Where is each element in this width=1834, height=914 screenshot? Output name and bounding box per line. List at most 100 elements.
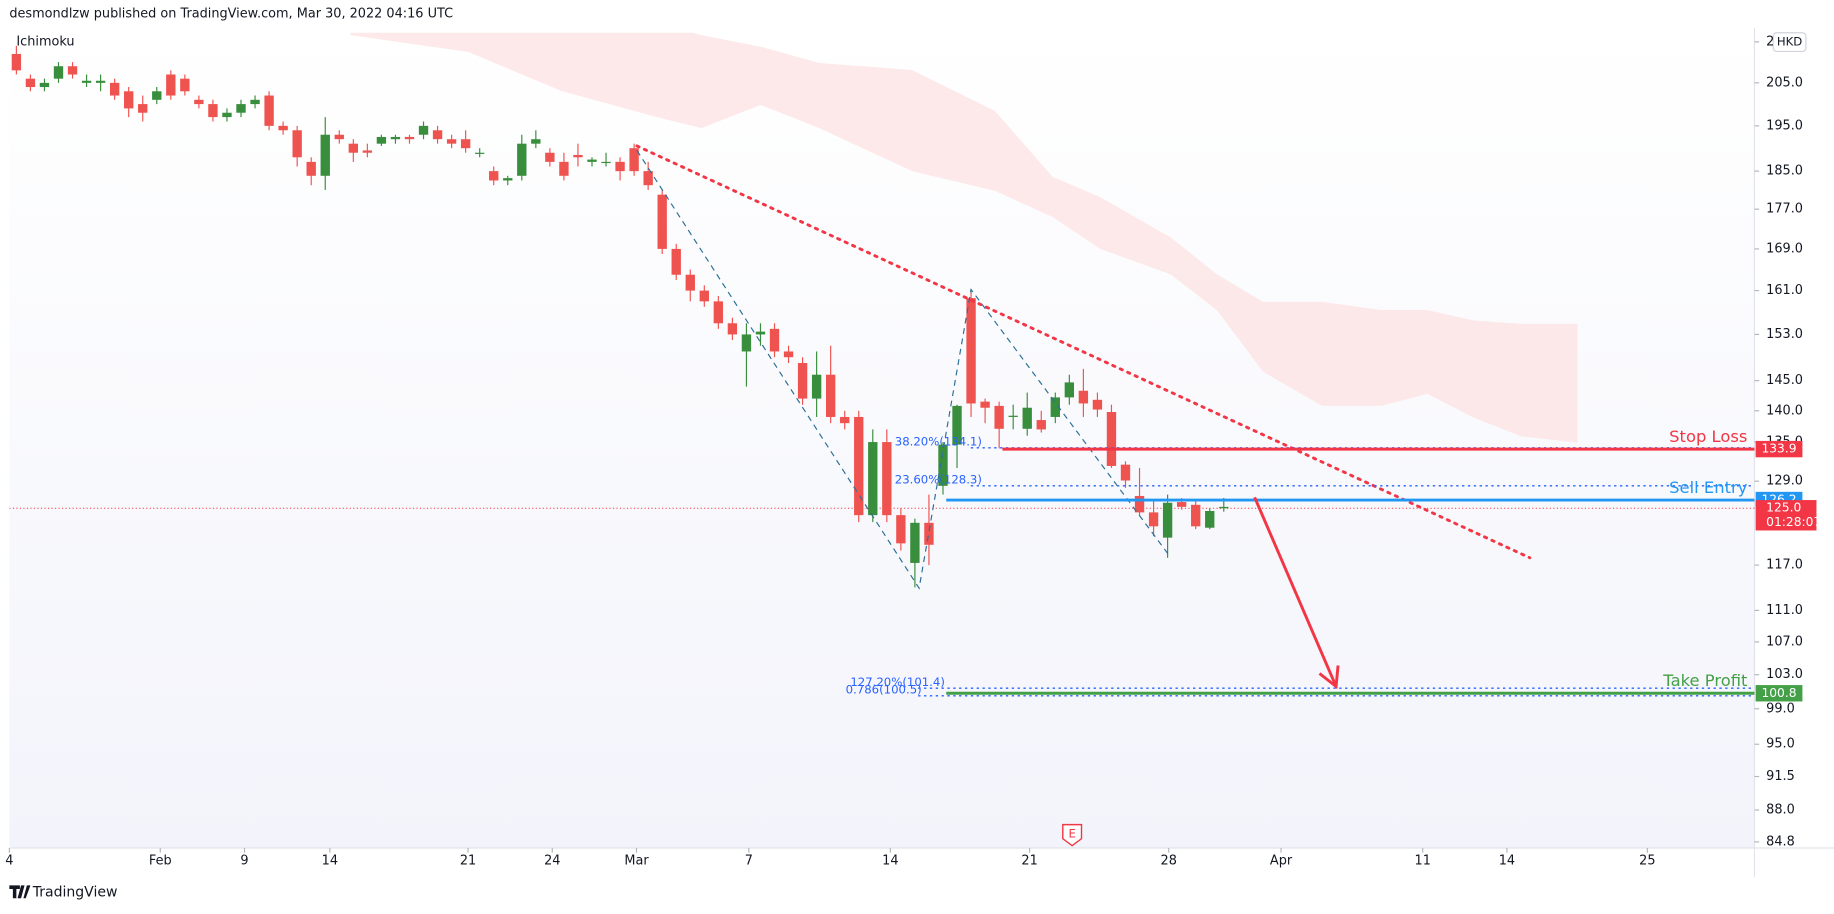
tv-logo	[9, 885, 31, 899]
candle-body	[657, 194, 667, 249]
candle-body	[1092, 399, 1103, 410]
arrow	[1253, 496, 1338, 688]
candle-body	[854, 416, 864, 516]
indicator-label: Ichimoku	[16, 35, 74, 50]
footer-brand: TradingView	[32, 884, 118, 900]
y-tick-label: 161.0	[1766, 283, 1803, 298]
price-tag-label: 100.8	[1761, 686, 1796, 700]
fib-label: 23.60%(128.3)	[895, 472, 982, 486]
x-tick-label: 25	[1639, 853, 1655, 868]
candle-body	[1106, 412, 1117, 466]
candle-body	[432, 130, 443, 140]
currency[interactable]: HKD	[1777, 35, 1802, 49]
candle-body	[446, 139, 457, 144]
candle-body	[320, 134, 330, 176]
x-tick-label: 7	[745, 853, 753, 868]
fib-label: 127.20%(101.4)	[850, 675, 945, 689]
trendline	[635, 144, 1532, 560]
candle-body	[1191, 504, 1201, 527]
candle-body	[840, 416, 850, 424]
y-tick-label: 145.0	[1766, 373, 1803, 388]
candle-body	[376, 136, 387, 144]
candle-body	[460, 139, 471, 149]
candle-body	[966, 298, 976, 404]
candle-body	[418, 125, 429, 135]
price-tag-label: 133.9	[1761, 442, 1796, 456]
y-tick-label: 103.0	[1766, 667, 1803, 682]
y-tick-label: 205.0	[1766, 75, 1803, 90]
candle-body	[306, 161, 316, 176]
candle-body	[994, 405, 1004, 429]
candle-body	[671, 248, 681, 275]
candle-body	[629, 148, 639, 172]
fib-label: 0.786(100.5)	[846, 682, 922, 696]
last-price-tag	[1755, 500, 1817, 531]
earnings-label: E	[1068, 826, 1075, 840]
x-tick-label: 14	[322, 853, 338, 868]
x-tick-label: 14	[1499, 853, 1515, 868]
candle-body	[39, 82, 50, 88]
x-tick-label: Mar	[624, 853, 649, 868]
candle-body	[1120, 464, 1131, 481]
candle-body	[685, 274, 695, 291]
candle-body	[404, 136, 415, 140]
y-tick-label: 195.0	[1766, 118, 1803, 133]
candle-body	[559, 161, 569, 176]
candle-body	[741, 334, 752, 352]
candle-body	[882, 442, 892, 516]
candle-body	[152, 91, 162, 100]
y-tick-label: 88.0	[1766, 803, 1795, 818]
candle-body	[825, 374, 836, 417]
candle-body	[362, 150, 373, 153]
y-tick-label: 153.0	[1766, 327, 1803, 342]
candle-body	[587, 159, 597, 162]
y-tick-label: 129.0	[1766, 474, 1803, 489]
candle-body	[194, 99, 204, 105]
plot	[9, 32, 1755, 697]
y-tick-label: 169.0	[1766, 241, 1803, 256]
candle-body	[180, 78, 190, 92]
earnings-marker	[1062, 823, 1083, 847]
y-tick-label: 84.8	[1766, 834, 1795, 849]
candle-body	[1162, 502, 1173, 538]
candle-body	[250, 99, 260, 105]
candle-body	[699, 290, 709, 302]
candle-body	[896, 515, 906, 544]
candle-body	[952, 405, 962, 445]
candle-body	[292, 130, 302, 158]
y-tick-label: 95.0	[1766, 737, 1795, 752]
candle-body	[601, 161, 611, 164]
currency-box[interactable]	[1772, 32, 1807, 53]
candle-body	[264, 95, 274, 126]
byline: desmondlzw published on TradingView.com,…	[9, 7, 453, 22]
x-tick-label: 24	[544, 853, 560, 868]
y-tick-label: 117.0	[1766, 558, 1803, 573]
candle-body	[95, 80, 106, 83]
candle-body	[643, 171, 653, 186]
candle-body	[222, 112, 232, 118]
candle-body	[138, 104, 148, 113]
y-tick-label: 140.0	[1766, 403, 1803, 418]
candle-body	[390, 136, 401, 140]
candle-body	[1148, 512, 1159, 527]
candle-body	[53, 66, 64, 79]
candle-body	[236, 104, 246, 113]
candle-body	[1050, 397, 1060, 417]
y-tick-label: 111.0	[1766, 603, 1803, 618]
candle-body	[81, 80, 92, 83]
candle-body	[783, 351, 794, 358]
x-tick-label: 4	[5, 853, 13, 868]
x-tick-label: Apr	[1270, 853, 1293, 868]
price-tag	[1755, 440, 1803, 458]
candle-body	[11, 53, 22, 71]
price-tag	[1755, 685, 1803, 702]
candle-body	[980, 401, 990, 408]
candle-body	[1036, 420, 1046, 430]
candle-body	[67, 66, 78, 75]
candle-body	[25, 78, 36, 88]
candle-body	[910, 522, 920, 563]
level-label: Sell Entry	[1669, 478, 1748, 497]
arrow-head	[1318, 665, 1340, 690]
candle-body	[278, 125, 288, 131]
